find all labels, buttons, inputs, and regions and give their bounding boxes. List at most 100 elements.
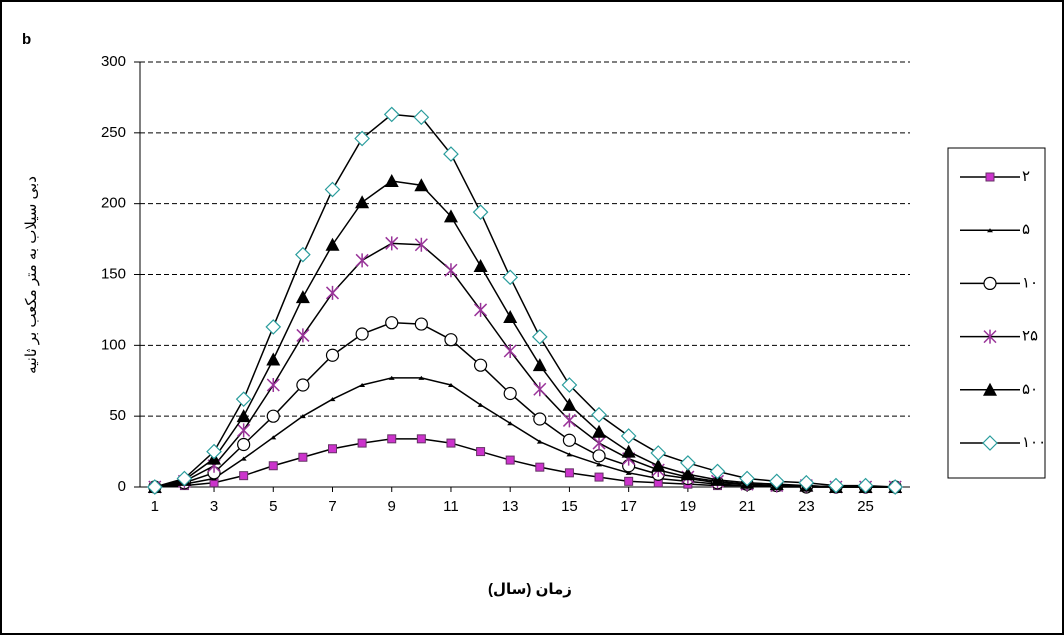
x-tick-label: 9 [388, 498, 396, 515]
marker [239, 471, 249, 481]
marker [328, 444, 337, 454]
marker [739, 470, 755, 487]
marker [507, 421, 514, 426]
marker [359, 383, 366, 387]
marker [503, 386, 517, 401]
marker [887, 479, 904, 495]
x-tick-label: 11 [443, 498, 459, 515]
marker [443, 146, 459, 162]
legend-marker [983, 276, 997, 290]
marker [355, 253, 369, 268]
marker [146, 479, 163, 495]
marker [298, 452, 308, 462]
marker [768, 473, 785, 490]
y-tick-label: 50 [109, 407, 126, 424]
legend-label: ۱۰ [1022, 274, 1038, 291]
marker [502, 269, 519, 286]
legend-marker [983, 382, 997, 396]
x-tick-label: 15 [561, 498, 578, 515]
marker [443, 209, 458, 223]
marker [621, 444, 636, 458]
marker [680, 467, 695, 481]
legend-marker [985, 172, 995, 182]
y-tick-label: 250 [101, 124, 126, 141]
marker [477, 402, 484, 407]
marker [828, 477, 844, 494]
legend-box [947, 147, 1046, 479]
marker [237, 437, 251, 452]
marker [446, 438, 456, 448]
marker [536, 439, 543, 444]
y-tick-label: 300 [101, 53, 126, 70]
marker [354, 130, 370, 147]
marker [798, 474, 815, 491]
x-tick-label: 17 [620, 498, 637, 515]
marker [325, 237, 340, 251]
marker [265, 319, 282, 335]
marker [680, 455, 696, 471]
x-axis-title: زمان (سال) [488, 581, 572, 598]
marker [564, 468, 574, 478]
marker [566, 452, 573, 457]
marker [176, 470, 193, 487]
marker [531, 328, 548, 345]
marker [592, 436, 606, 451]
marker [503, 310, 518, 323]
marker [414, 178, 429, 192]
marker [533, 412, 547, 426]
marker [237, 423, 251, 438]
marker [357, 438, 367, 448]
marker [857, 477, 874, 494]
marker [325, 285, 340, 300]
marker [236, 409, 251, 423]
legend-label: ۵ [1022, 221, 1030, 238]
marker [355, 327, 369, 341]
series-line [154, 242, 896, 488]
marker [533, 382, 547, 397]
marker [532, 358, 547, 372]
marker [596, 462, 603, 467]
legend-label: ۲۵ [1022, 328, 1038, 345]
marker [591, 406, 607, 423]
marker [594, 472, 604, 482]
marker [295, 246, 311, 263]
marker [266, 352, 281, 366]
marker [592, 449, 606, 463]
x-tick-label: 23 [798, 498, 815, 515]
marker [325, 348, 340, 362]
marker [268, 461, 278, 471]
marker [505, 455, 515, 465]
y-tick-label: 0 [118, 478, 126, 495]
x-tick-label: 13 [502, 498, 519, 515]
marker [625, 470, 632, 475]
marker [476, 447, 486, 457]
marker [709, 463, 726, 480]
marker [384, 174, 399, 187]
marker [650, 445, 667, 461]
marker [592, 424, 607, 438]
marker [235, 391, 252, 408]
marker [444, 333, 458, 347]
legend-label: ۱۰۰ [1022, 434, 1046, 451]
marker [444, 263, 458, 278]
marker [329, 397, 336, 402]
legend-label: ۵۰ [1022, 381, 1038, 398]
panel-label: b [22, 31, 31, 48]
marker [387, 434, 397, 444]
marker [296, 378, 310, 392]
x-tick-label: 25 [857, 498, 874, 515]
marker [472, 204, 489, 221]
y-tick-label: 100 [101, 336, 126, 353]
marker [620, 428, 637, 444]
x-tick-label: 19 [680, 498, 697, 515]
marker [710, 472, 725, 486]
marker [296, 328, 310, 343]
marker [473, 358, 488, 372]
marker [474, 302, 488, 317]
y-axis-title: دبی سیلاب به متر مکعب بر ثانیه [23, 176, 40, 374]
marker [385, 236, 399, 251]
marker [447, 383, 454, 387]
x-tick-label: 3 [210, 498, 218, 515]
